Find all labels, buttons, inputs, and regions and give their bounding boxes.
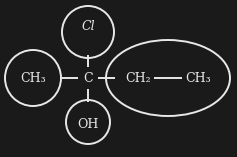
Text: C: C	[83, 71, 93, 84]
Text: OH: OH	[77, 117, 99, 130]
Text: Cl: Cl	[81, 19, 95, 32]
Text: CH₃: CH₃	[185, 71, 211, 84]
Text: CH₃: CH₃	[20, 71, 46, 84]
Text: CH₂: CH₂	[125, 71, 151, 84]
